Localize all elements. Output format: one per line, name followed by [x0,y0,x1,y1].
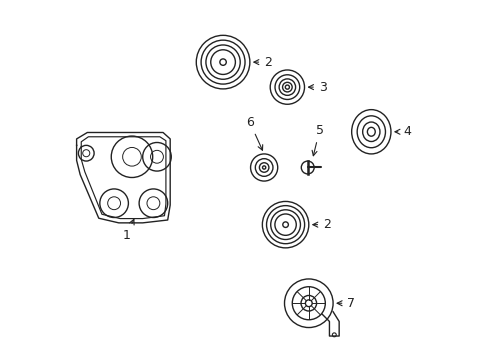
Text: 5: 5 [311,124,323,156]
Text: 6: 6 [245,116,262,150]
Text: 3: 3 [308,81,326,94]
Text: 7: 7 [336,297,355,310]
Text: 4: 4 [394,125,410,138]
Text: 2: 2 [312,218,330,231]
Text: 2: 2 [253,55,271,69]
Text: 1: 1 [122,219,134,242]
